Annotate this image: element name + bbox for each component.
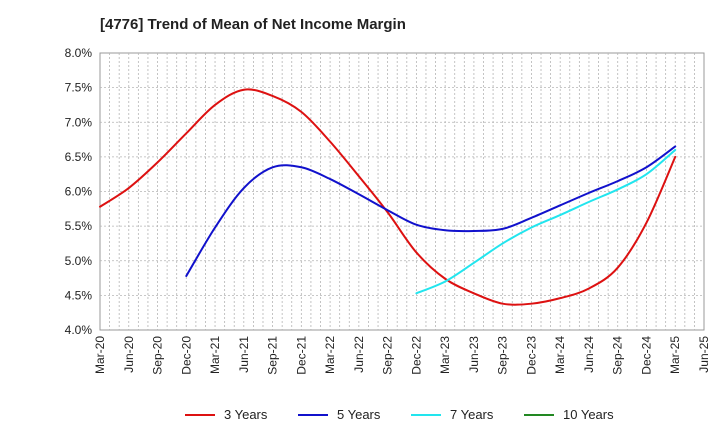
x-tick-label: Dec-23 bbox=[524, 336, 538, 375]
y-tick-label: 6.0% bbox=[65, 185, 93, 199]
series-line-7-years bbox=[415, 148, 677, 295]
series-line-5-years bbox=[185, 145, 677, 277]
chart-title: [4776] Trend of Mean of Net Income Margi… bbox=[100, 16, 406, 33]
x-tick-label: Jun-23 bbox=[467, 336, 481, 373]
x-tick-label: Jun-20 bbox=[122, 336, 136, 373]
x-tick-label: Sep-21 bbox=[266, 336, 280, 375]
series-lines bbox=[99, 88, 677, 306]
y-tick-label: 5.0% bbox=[65, 254, 93, 268]
grid-lines bbox=[100, 53, 704, 330]
x-tick-label: Jun-21 bbox=[237, 336, 251, 373]
x-tick-label: Mar-22 bbox=[323, 336, 337, 374]
y-tick-label: 4.5% bbox=[65, 288, 93, 302]
y-tick-label: 7.5% bbox=[65, 81, 93, 95]
x-tick-label: Dec-20 bbox=[179, 336, 193, 375]
x-tick-label: Dec-24 bbox=[639, 336, 653, 375]
x-tick-label: Mar-25 bbox=[668, 336, 682, 374]
x-tick-label: Jun-22 bbox=[352, 336, 366, 373]
x-tick-label: Mar-24 bbox=[553, 336, 567, 374]
y-tick-label: 7.0% bbox=[65, 115, 93, 129]
x-tick-label: Sep-22 bbox=[381, 336, 395, 375]
x-tick-label: Sep-23 bbox=[496, 336, 510, 375]
x-tick-label: Jun-24 bbox=[582, 336, 596, 373]
legend-label-7-years: 7 Years bbox=[450, 407, 494, 422]
y-axis-labels: 4.0% 4.5% 5.0% 5.5% 6.0% 6.5% 7.0% 7.5% 8.0% bbox=[65, 46, 93, 337]
x-tick-label: Dec-22 bbox=[409, 336, 423, 375]
legend-label-10-years: 10 Years bbox=[563, 407, 614, 422]
x-tick-label: Sep-24 bbox=[611, 336, 625, 375]
x-tick-label: Dec-21 bbox=[294, 336, 308, 375]
x-tick-label: Sep-20 bbox=[151, 336, 165, 375]
legend-label-3-years: 3 Years bbox=[224, 407, 268, 422]
y-tick-label: 8.0% bbox=[65, 46, 93, 60]
legend-label-5-years: 5 Years bbox=[337, 407, 381, 422]
x-tick-label: Jun-25 bbox=[697, 336, 711, 373]
y-tick-label: 4.0% bbox=[65, 323, 93, 337]
y-tick-label: 6.5% bbox=[65, 150, 93, 164]
series-line-3-years bbox=[99, 88, 677, 306]
y-tick-label: 5.5% bbox=[65, 219, 93, 233]
x-tick-label: Mar-21 bbox=[208, 336, 222, 374]
legend: 3 Years 5 Years 7 Years 10 Years bbox=[185, 407, 614, 422]
x-tick-label: Mar-20 bbox=[93, 336, 107, 374]
x-tick-label: Mar-23 bbox=[438, 336, 452, 374]
x-axis-labels: Mar-20 Jun-20 Sep-20 Dec-20 Mar-21 Jun-21 Sep-… bbox=[93, 336, 711, 375]
